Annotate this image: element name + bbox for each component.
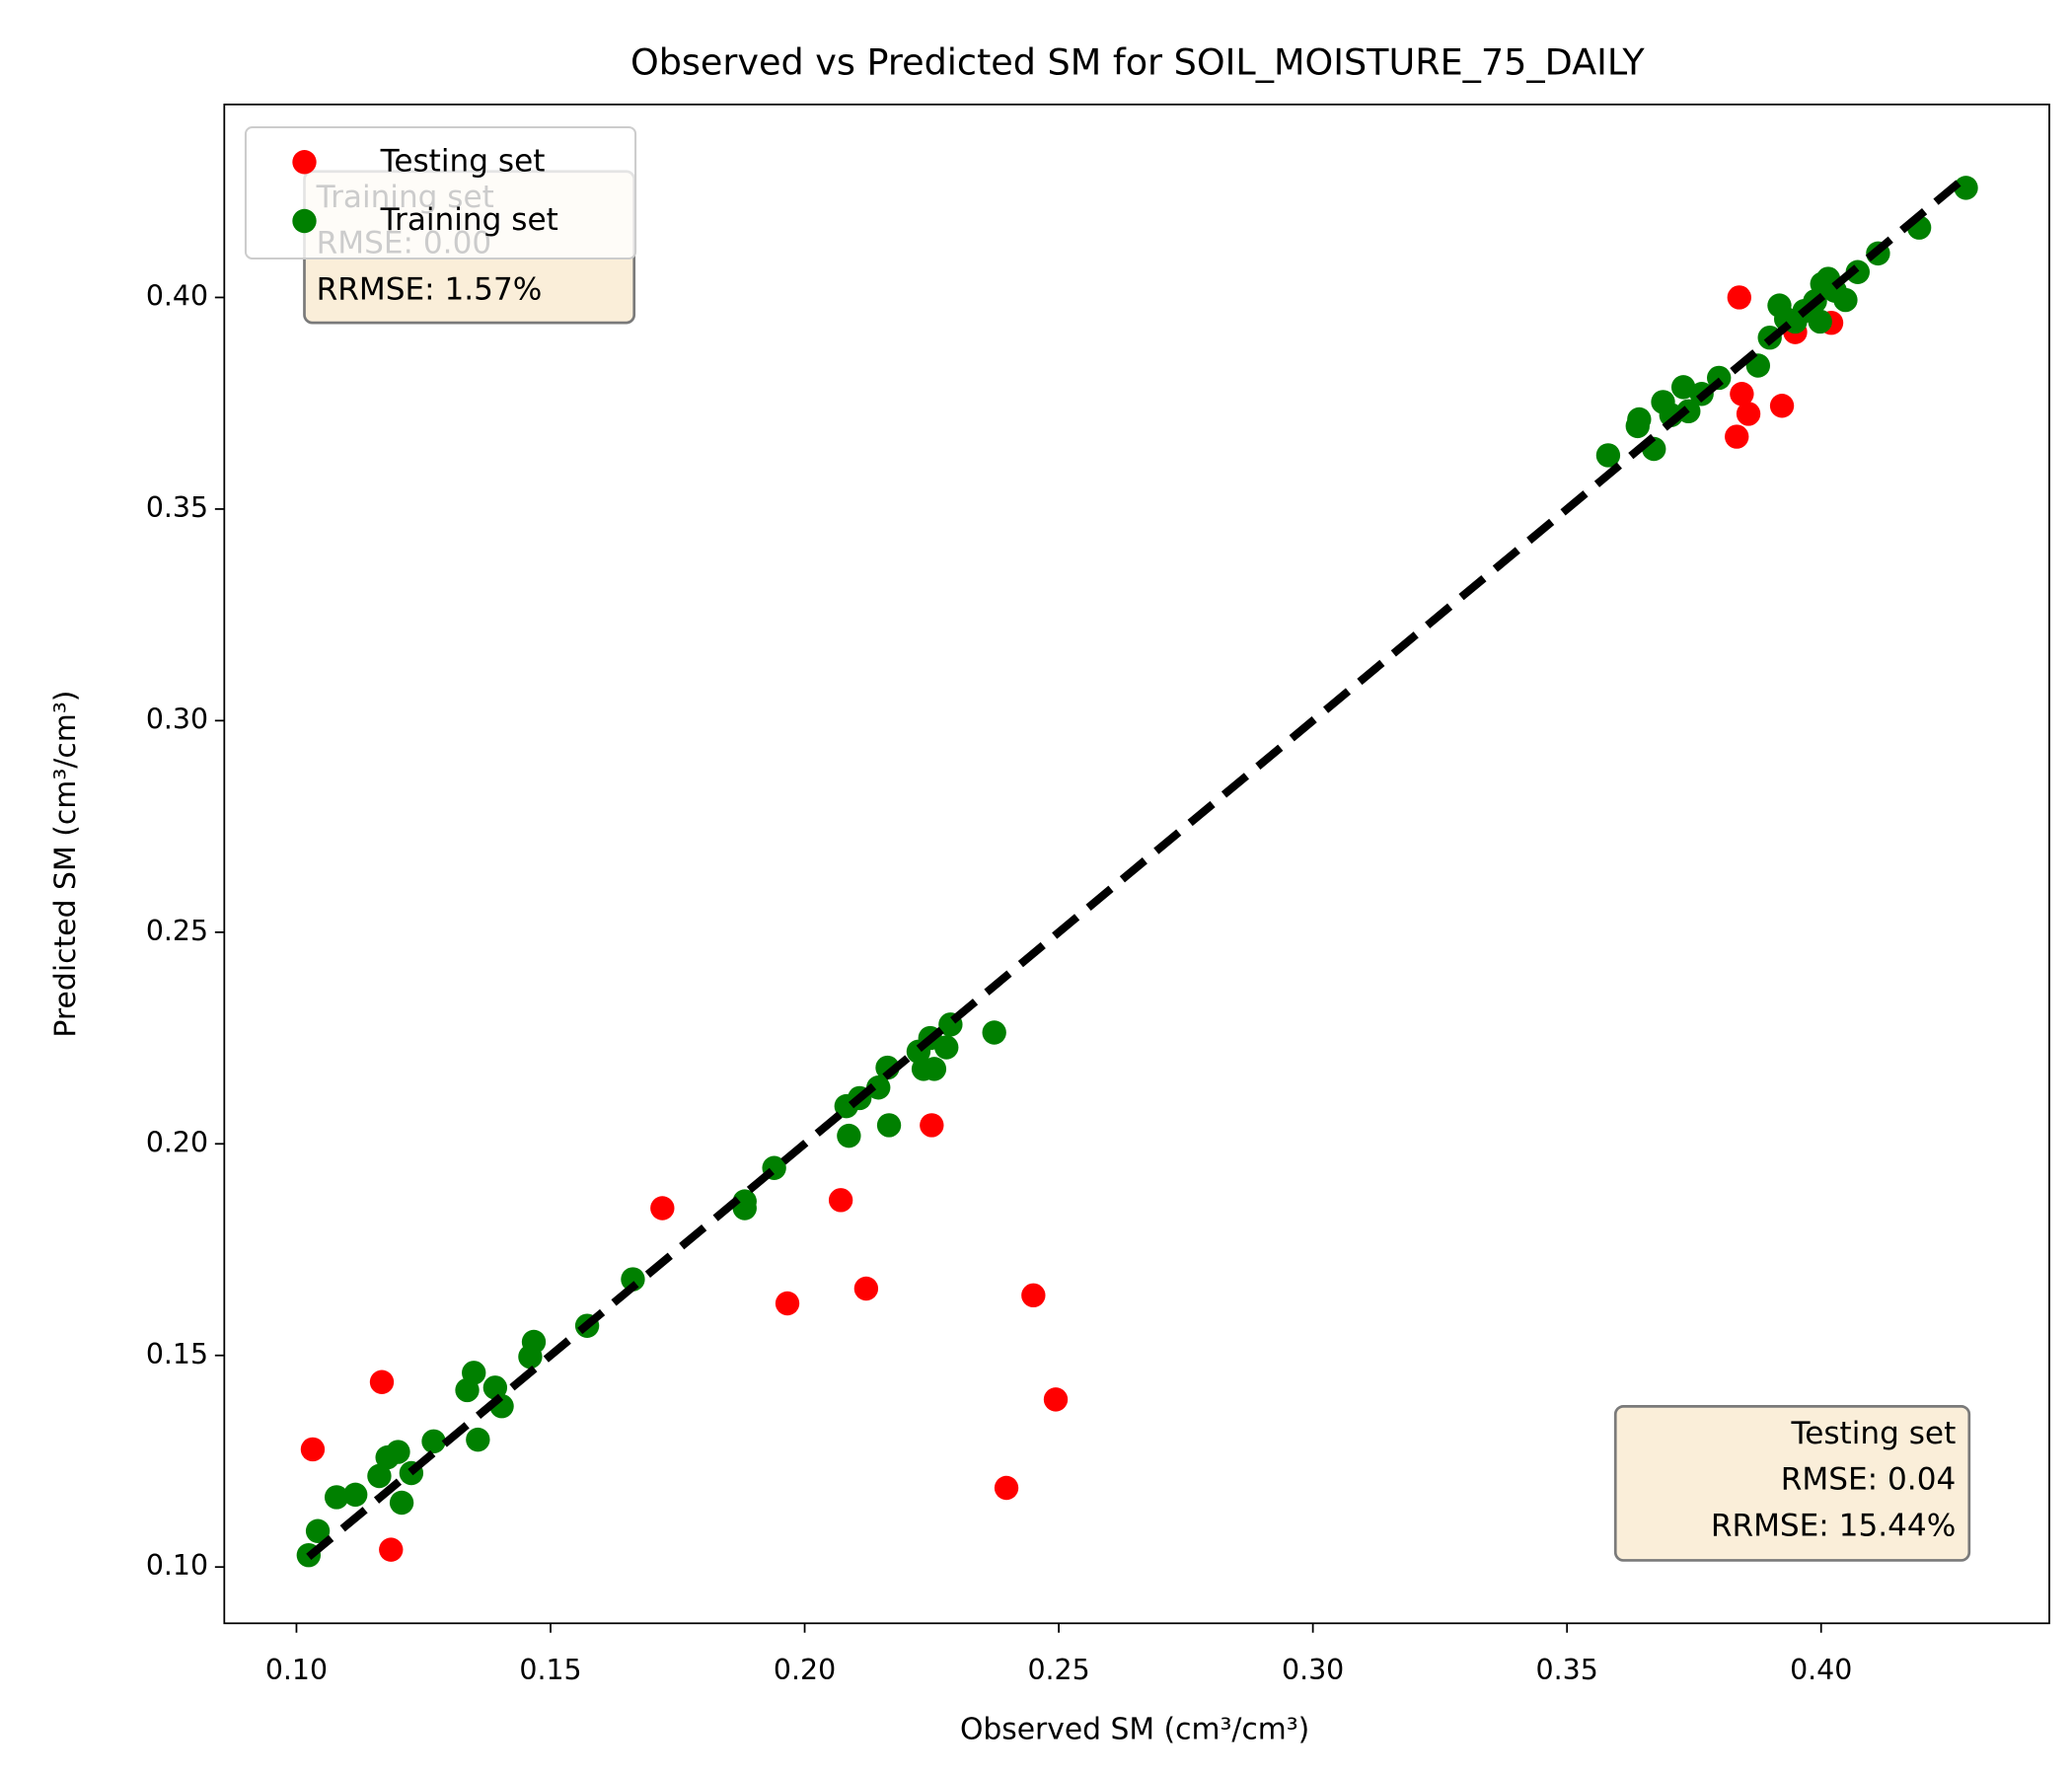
y-axis-label: Predicted SM (cm³/cm³) — [48, 691, 83, 1038]
point — [934, 1035, 959, 1060]
y-tick-label: 0.30 — [146, 703, 208, 735]
y-tick-label: 0.20 — [146, 1126, 208, 1158]
point — [1769, 394, 1795, 418]
point — [324, 1485, 349, 1510]
annotation-text: Testing set — [1790, 1416, 1956, 1451]
point — [866, 1075, 891, 1100]
y-tick-label: 0.25 — [146, 915, 208, 947]
point — [1736, 402, 1761, 426]
y-tick-label: 0.15 — [146, 1338, 208, 1370]
plot-frame — [223, 104, 2050, 1625]
point — [369, 1369, 395, 1394]
x-axis-label: Observed SM (cm³/cm³) — [960, 1712, 1309, 1746]
point — [389, 1490, 414, 1516]
point — [300, 1437, 326, 1462]
y-tick-label: 0.10 — [146, 1549, 208, 1582]
point — [1725, 424, 1749, 449]
point — [650, 1196, 675, 1221]
point — [853, 1276, 879, 1301]
point — [1627, 407, 1652, 432]
point — [775, 1291, 800, 1316]
y-tick-label: 0.40 — [146, 279, 208, 312]
point — [982, 1020, 1006, 1045]
point — [920, 1113, 944, 1138]
point — [482, 1375, 508, 1400]
point — [421, 1429, 446, 1454]
point — [343, 1482, 368, 1508]
y-tick-label: 0.35 — [146, 491, 208, 524]
point — [828, 1188, 853, 1213]
point — [462, 1361, 486, 1385]
legend-label: Training set — [380, 202, 558, 238]
point — [386, 1440, 410, 1464]
point — [305, 1518, 331, 1543]
annotation-text: RRMSE: 1.57% — [317, 272, 543, 308]
annotation-text: RMSE: 0.04 — [1781, 1462, 1956, 1498]
point — [1670, 375, 1696, 400]
point — [379, 1537, 404, 1562]
annotation-text: RRMSE: 15.44% — [1711, 1508, 1956, 1543]
chart-title: Observed vs Predicted SM for SOIL_MOISTU… — [630, 41, 1645, 84]
legend-marker — [292, 208, 317, 234]
point — [1021, 1283, 1046, 1308]
point — [1954, 176, 1978, 200]
x-tick-label: 0.40 — [1790, 1654, 1852, 1686]
legend-marker — [292, 150, 317, 175]
point — [732, 1189, 757, 1214]
annotation-box — [1613, 1404, 1971, 1562]
x-tick-label: 0.15 — [519, 1654, 581, 1686]
point — [621, 1267, 645, 1292]
point — [1833, 287, 1858, 313]
point — [1595, 443, 1621, 468]
point — [994, 1475, 1019, 1501]
point — [876, 1113, 902, 1138]
point — [1727, 285, 1751, 310]
point — [1808, 309, 1832, 334]
point — [466, 1427, 490, 1452]
x-tick-label: 0.25 — [1027, 1654, 1089, 1686]
legend-label: Testing set — [380, 143, 546, 179]
point — [1043, 1387, 1069, 1412]
point — [521, 1329, 547, 1355]
legend-box — [244, 125, 637, 260]
x-tick-label: 0.20 — [774, 1654, 836, 1686]
x-tick-label: 0.35 — [1536, 1654, 1598, 1686]
point — [837, 1123, 861, 1148]
point — [922, 1057, 947, 1081]
reference-line — [306, 174, 1969, 1561]
point — [1730, 382, 1754, 407]
x-tick-label: 0.10 — [265, 1654, 328, 1686]
point — [367, 1463, 392, 1489]
x-tick-label: 0.30 — [1282, 1654, 1344, 1686]
